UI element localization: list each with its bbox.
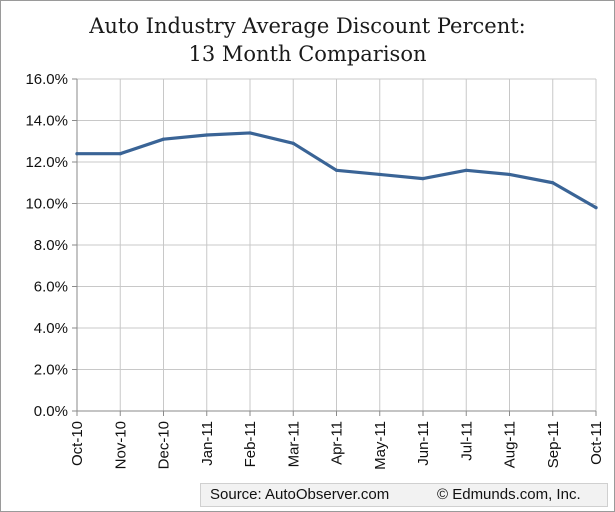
data-point bbox=[161, 137, 166, 141]
data-point bbox=[421, 177, 425, 181]
chart-title-line-2: 13 Month Comparison bbox=[188, 42, 427, 66]
y-axis-ticks: 0.0% 2.0% 4.0% 6.0% 8.0% 10.0% 12.0% 14.0% 16.0% bbox=[25, 71, 68, 420]
x-tick-label: Sep-11 bbox=[545, 421, 562, 468]
copyright-text: © Edmunds.com, Inc. bbox=[437, 486, 581, 503]
y-tick-label: 4.0% bbox=[34, 320, 68, 337]
x-tick-label: Oct-11 bbox=[588, 421, 605, 465]
data-point bbox=[248, 131, 252, 135]
data-point bbox=[334, 168, 339, 172]
x-tick-label: Mar-11 bbox=[285, 421, 302, 467]
y-tick-label: 6.0% bbox=[34, 279, 68, 296]
data-point bbox=[594, 206, 598, 210]
data-point bbox=[75, 152, 79, 156]
y-tick-label: 14.0% bbox=[25, 113, 68, 130]
x-tick-label: Jul-11 bbox=[458, 421, 475, 461]
y-tick-label: 0.0% bbox=[34, 403, 68, 420]
axes bbox=[72, 78, 597, 416]
data-point bbox=[378, 172, 382, 177]
x-tick-label: Jun-11 bbox=[415, 421, 432, 466]
y-tick-label: 16.0% bbox=[25, 71, 68, 88]
data-point bbox=[291, 141, 295, 145]
source-footer: Source: AutoObserver.com © Edmunds.com, … bbox=[200, 483, 608, 507]
chart-title: Auto Industry Average Discount Percent: … bbox=[0, 12, 615, 68]
x-axis-ticks: Oct-10 Nov-10 Dec-10 Jan-11 Feb-11 Mar-11 Apr-… bbox=[69, 421, 605, 470]
y-tick-label: 12.0% bbox=[25, 154, 68, 171]
chart-title-line-1: Auto Industry Average Discount Percent: bbox=[89, 14, 526, 38]
y-tick-label: 2.0% bbox=[34, 362, 68, 379]
data-point bbox=[118, 152, 122, 156]
data-point bbox=[205, 133, 209, 137]
x-tick-label: Feb-11 bbox=[242, 421, 259, 467]
x-tick-label: May-11 bbox=[372, 421, 389, 470]
x-tick-label: Dec-10 bbox=[156, 421, 173, 469]
y-tick-label: 10.0% bbox=[25, 196, 68, 213]
data-point bbox=[464, 168, 468, 172]
gridlines bbox=[77, 78, 597, 411]
x-tick-label: Nov-10 bbox=[112, 421, 129, 469]
x-tick-label: Aug-11 bbox=[502, 421, 519, 468]
x-tick-label: Jan-11 bbox=[199, 421, 216, 466]
y-tick-label: 8.0% bbox=[34, 237, 68, 254]
x-tick-label: Apr-11 bbox=[329, 421, 346, 465]
data-point bbox=[507, 172, 512, 177]
x-tick-label: Oct-10 bbox=[69, 421, 86, 466]
data-point bbox=[551, 181, 555, 185]
source-text: Source: AutoObserver.com bbox=[210, 486, 390, 503]
series-group bbox=[75, 131, 598, 210]
